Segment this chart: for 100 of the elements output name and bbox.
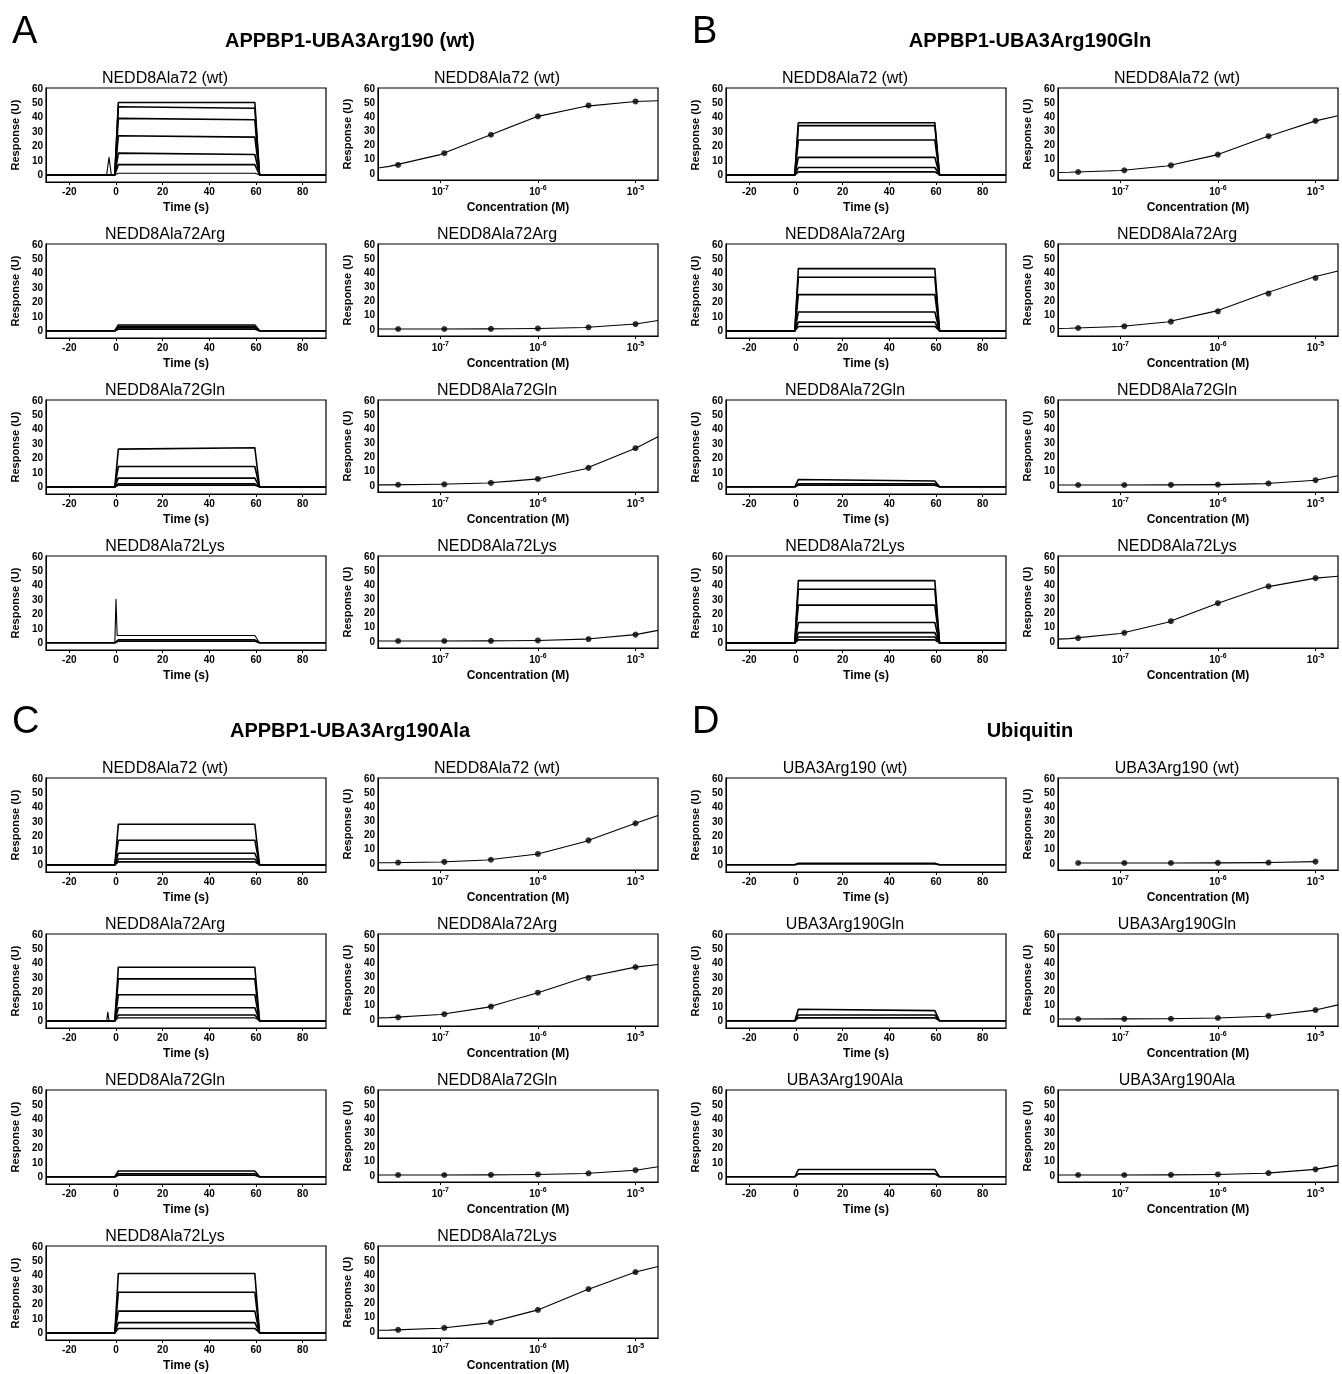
y-tick-label: 0 bbox=[717, 325, 724, 337]
y-tick-label: 60 bbox=[31, 550, 44, 562]
y-tick-label: 30 bbox=[363, 281, 376, 293]
y-tick-label: 0 bbox=[37, 325, 44, 337]
y-axis-title: Response (U) bbox=[340, 944, 353, 1016]
y-tick-label: 10 bbox=[1043, 309, 1056, 321]
x-axis-title: Concentration (M) bbox=[1146, 890, 1250, 904]
y-tick-label: 20 bbox=[1043, 1141, 1056, 1153]
x-tick-label: 40 bbox=[883, 653, 896, 665]
x-tick-label: 40 bbox=[203, 1187, 216, 1199]
y-axis-title: Response (U) bbox=[340, 98, 353, 170]
y-tick-label: 30 bbox=[363, 971, 376, 983]
y-tick-label: 30 bbox=[363, 125, 376, 137]
x-tick-label: 40 bbox=[883, 1031, 896, 1043]
y-tick-label: 40 bbox=[31, 1269, 44, 1281]
x-axis-title: Concentration (M) bbox=[466, 1202, 570, 1216]
y-axis-title: Response (U) bbox=[8, 567, 21, 639]
chart-title: UBA3Arg190 (wt) bbox=[1114, 758, 1240, 776]
x-axis-title: Time (s) bbox=[843, 199, 889, 214]
chart-title: NEDD8Ala72Lys bbox=[437, 1226, 557, 1244]
y-tick-label: 60 bbox=[31, 772, 44, 784]
x-tick-label: 20 bbox=[157, 1187, 169, 1199]
y-tick-label: 10 bbox=[363, 465, 376, 477]
y-tick-label: 20 bbox=[363, 985, 376, 997]
y-tick-label: 10 bbox=[711, 466, 724, 478]
y-tick-label: 40 bbox=[31, 1113, 44, 1125]
y-tick-label: 40 bbox=[711, 579, 724, 591]
x-tick-label: 80 bbox=[977, 341, 989, 353]
x-tick-label: 80 bbox=[297, 1343, 309, 1355]
x-axis-title: Time (s) bbox=[163, 667, 209, 682]
text: APPBP1-UBA3Arg190Ala bbox=[228, 718, 472, 742]
y-tick-label: 20 bbox=[1043, 607, 1056, 619]
y-tick-label: 20 bbox=[711, 608, 724, 620]
y-axis-title: Response (U) bbox=[8, 411, 21, 483]
y-tick-label: 0 bbox=[37, 1327, 44, 1339]
y-tick-label: 10 bbox=[31, 466, 44, 478]
y-axis-title: Response (U) bbox=[1020, 788, 1033, 860]
x-tick-label: -20 bbox=[62, 497, 77, 509]
x-tick-label: 0 bbox=[793, 1031, 800, 1043]
y-tick-label: 20 bbox=[711, 1142, 724, 1154]
x-tick-label: 80 bbox=[977, 1031, 989, 1043]
x-tick-label: 0 bbox=[113, 341, 120, 353]
y-tick-label: 30 bbox=[31, 1127, 44, 1139]
y-tick-label: 0 bbox=[1049, 1013, 1056, 1025]
y-tick-label: 40 bbox=[363, 422, 376, 434]
y-tick-label: 30 bbox=[31, 281, 44, 293]
y-tick-label: 0 bbox=[1049, 1169, 1056, 1181]
y-tick-label: 20 bbox=[31, 1298, 44, 1310]
chart-title: NEDD8Ala72 (wt) bbox=[101, 758, 229, 776]
y-axis-title: Response (U) bbox=[688, 99, 701, 171]
y-tick-label: 40 bbox=[363, 266, 376, 278]
x-axis-title: Time (s) bbox=[843, 667, 889, 682]
y-tick-label: 60 bbox=[711, 394, 724, 406]
y-tick-label: 10 bbox=[31, 1312, 44, 1324]
y-tick-label: 10 bbox=[363, 1311, 376, 1323]
x-tick-label: 20 bbox=[157, 653, 169, 665]
chart-title: NEDD8Ala72Arg bbox=[436, 224, 558, 242]
x-tick-label: 20 bbox=[157, 497, 169, 509]
y-tick-label: 0 bbox=[37, 1015, 44, 1027]
x-tick-label: 20 bbox=[837, 1187, 849, 1199]
y-tick-label: 40 bbox=[31, 579, 44, 591]
y-tick-label: 50 bbox=[711, 786, 724, 798]
y-tick-label: 0 bbox=[37, 169, 44, 181]
y-tick-label: 40 bbox=[1043, 266, 1056, 278]
y-tick-label: 20 bbox=[1043, 829, 1056, 841]
y-tick-label: 0 bbox=[369, 857, 376, 869]
x-tick-label: 60 bbox=[930, 1031, 942, 1043]
y-tick-label: 60 bbox=[711, 928, 724, 940]
y-tick-label: 10 bbox=[363, 309, 376, 321]
y-tick-label: 60 bbox=[31, 238, 44, 250]
x-axis-title: Time (s) bbox=[843, 1201, 889, 1216]
y-tick-label: 40 bbox=[363, 956, 376, 968]
y-tick-label: 20 bbox=[363, 295, 376, 307]
x-tick-label: 40 bbox=[203, 1343, 216, 1355]
x-tick-label: 20 bbox=[837, 875, 849, 887]
y-tick-label: 30 bbox=[31, 971, 44, 983]
y-tick-label: 10 bbox=[363, 843, 376, 855]
y-tick-label: 50 bbox=[1043, 1098, 1056, 1110]
y-tick-label: 60 bbox=[363, 772, 376, 784]
y-tick-label: 10 bbox=[31, 310, 44, 322]
x-tick-label: 20 bbox=[837, 185, 849, 197]
x-tick-label: 60 bbox=[250, 1343, 262, 1355]
y-tick-label: 30 bbox=[711, 593, 724, 605]
x-tick-label: 80 bbox=[977, 497, 989, 509]
y-tick-label: 40 bbox=[31, 267, 44, 279]
chart-title: NEDD8Ala72Lys bbox=[785, 536, 905, 554]
y-tick-label: 50 bbox=[711, 942, 724, 954]
y-tick-label: 60 bbox=[31, 1240, 44, 1252]
x-tick-label: 0 bbox=[793, 653, 800, 665]
x-tick-label: -20 bbox=[62, 1031, 77, 1043]
x-tick-label: -20 bbox=[62, 341, 77, 353]
y-tick-label: 30 bbox=[363, 815, 376, 827]
y-tick-label: 50 bbox=[363, 408, 376, 420]
y-tick-label: 50 bbox=[1043, 564, 1056, 576]
x-tick-label: -20 bbox=[742, 1187, 757, 1199]
x-tick-label: 80 bbox=[297, 1031, 309, 1043]
chart-title: NEDD8Ala72 (wt) bbox=[1113, 68, 1241, 86]
y-tick-label: 20 bbox=[363, 829, 376, 841]
y-tick-label: 20 bbox=[363, 139, 376, 151]
chart-title: NEDD8Ala72Gln bbox=[436, 1070, 558, 1088]
